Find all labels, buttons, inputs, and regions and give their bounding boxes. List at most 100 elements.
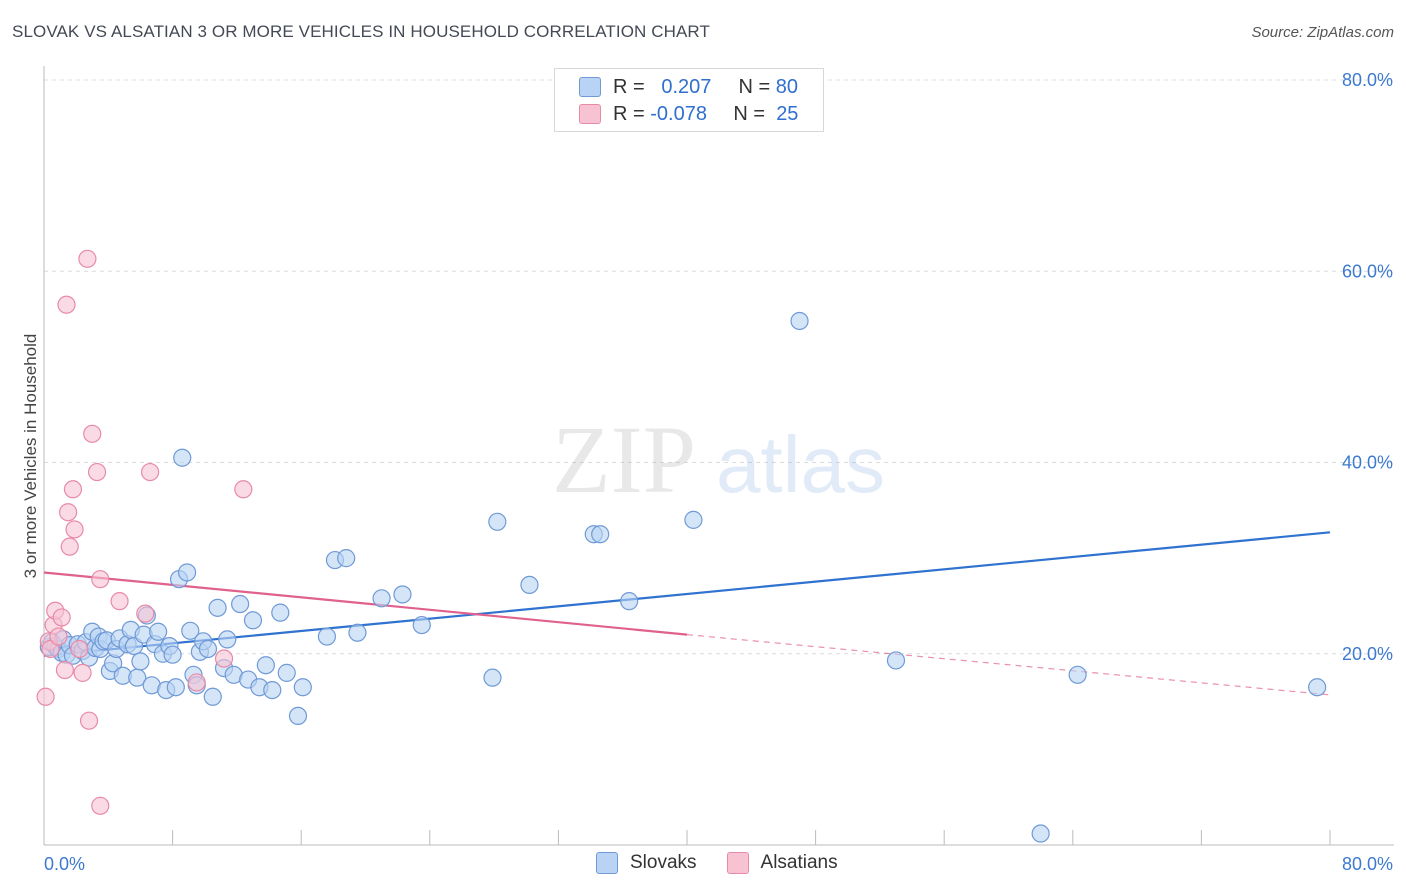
point-alsatians [65, 520, 84, 539]
stats-legend: R = 0.207 N = 80 R = -0.078 N = 25 [554, 68, 824, 132]
point-slovaks [520, 575, 539, 595]
point-slovaks [293, 678, 312, 697]
point-slovaks [1068, 665, 1087, 684]
point-alsatians [140, 462, 160, 482]
point-alsatians [91, 570, 110, 589]
y-axis-label: 3 or more Vehicles in Household [21, 334, 40, 579]
y-tick-label: 40.0% [1342, 453, 1393, 473]
point-alsatians [136, 604, 155, 623]
watermark: ZIP atlas [552, 406, 885, 513]
point-alsatians [57, 295, 76, 314]
point-slovaks [886, 651, 906, 670]
point-alsatians [52, 608, 71, 627]
point-slovaks [372, 589, 391, 608]
series-legend-slovaks: Slovaks [596, 852, 697, 874]
point-slovaks [337, 549, 356, 568]
legend-r-label-alsatians: R = [613, 102, 645, 125]
point-alsatians [234, 480, 253, 499]
point-slovaks [256, 656, 275, 675]
point-slovaks [591, 525, 610, 544]
point-slovaks [263, 680, 282, 700]
point-slovaks [1031, 824, 1050, 843]
point-slovaks [620, 592, 639, 611]
watermark-atlas: atlas [716, 420, 885, 509]
point-alsatians [91, 796, 110, 815]
point-slovaks [488, 512, 507, 531]
x-tick-label-min: 0.0% [44, 854, 85, 874]
series-swatch-alsatians [726, 852, 749, 874]
point-slovaks [198, 639, 218, 659]
point-slovaks [208, 598, 227, 617]
point-slovaks [131, 652, 150, 671]
point-slovaks [317, 627, 337, 646]
point-alsatians [59, 503, 78, 522]
point-alsatians [83, 424, 102, 443]
point-slovaks [412, 615, 431, 635]
point-slovaks [163, 645, 182, 664]
data-points [36, 249, 1327, 843]
y-tick-label: 60.0% [1342, 261, 1393, 281]
series-label-slovaks: Slovaks [630, 852, 697, 873]
point-slovaks [277, 663, 296, 682]
point-alsatians [55, 660, 74, 680]
legend-swatch-slovaks [579, 77, 601, 97]
chart-title: SLOVAK VS ALSATIAN 3 OR MORE VEHICLES IN… [12, 22, 710, 41]
point-slovaks [393, 585, 412, 604]
series-swatch-slovaks [596, 852, 618, 874]
point-alsatians [73, 663, 92, 682]
trend-line-alsatians-extrapolated [686, 634, 1331, 696]
legend-n-value-alsatians: 25 [776, 102, 799, 125]
series-legend: Slovaks Alsatians [596, 852, 868, 874]
gridlines [44, 79, 1394, 655]
point-alsatians [78, 249, 97, 268]
y-tick-label: 20.0% [1342, 644, 1393, 664]
x-tick-label-max: 80.0% [1342, 854, 1393, 874]
point-alsatians [49, 627, 68, 646]
legend-r-value-alsatians: -0.078 [650, 102, 707, 125]
point-slovaks [684, 510, 703, 529]
watermark-zip: ZIP [552, 406, 696, 513]
point-alsatians [36, 687, 55, 706]
point-slovaks [231, 594, 250, 614]
point-alsatians [187, 673, 206, 692]
point-slovaks [288, 706, 308, 726]
axes [43, 66, 1394, 846]
point-slovaks [1308, 678, 1327, 697]
tick-labels: 20.0% 40.0% 60.0% 80.0% 0.0% 80.0% [44, 70, 1393, 874]
point-slovaks [177, 563, 197, 582]
point-slovaks [149, 622, 168, 641]
point-alsatians [87, 462, 107, 482]
point-alsatians [79, 711, 99, 730]
point-alsatians [70, 639, 89, 659]
legend-row-slovaks: R = 0.207 N = 80 [579, 75, 798, 99]
y-tick-label: 80.0% [1342, 70, 1393, 90]
point-slovaks [483, 668, 502, 687]
series-label-alsatians: Alsatians [760, 852, 838, 873]
point-slovaks [203, 687, 222, 706]
point-slovaks [218, 630, 237, 649]
point-slovaks [166, 678, 185, 697]
legend-n-label-alsatians: N = [733, 102, 766, 125]
point-slovaks [243, 611, 263, 630]
point-slovaks [181, 621, 200, 640]
legend-n-label-slovaks: N = [738, 75, 771, 98]
point-alsatians [60, 537, 79, 556]
series-legend-alsatians: Alsatians [726, 852, 838, 874]
point-slovaks [348, 623, 367, 642]
legend-r-label-slovaks: R = [613, 75, 645, 98]
legend-r-value-slovaks: 0.207 [661, 75, 712, 98]
legend-row-alsatians: R = -0.078 N = 25 [579, 102, 798, 126]
trend-lines [43, 531, 1331, 696]
legend-swatch-alsatians [579, 104, 601, 124]
point-alsatians [110, 592, 129, 611]
trend-line-slovaks [43, 531, 1331, 657]
point-slovaks [790, 311, 809, 331]
point-alsatians [214, 649, 234, 668]
point-slovaks [271, 603, 290, 622]
point-alsatians [63, 480, 83, 499]
source-credit: Source: ZipAtlas.com [1251, 24, 1394, 41]
point-slovaks [173, 448, 192, 467]
trend-line-alsatians [43, 571, 688, 636]
legend-n-value-slovaks: 80 [775, 75, 798, 98]
